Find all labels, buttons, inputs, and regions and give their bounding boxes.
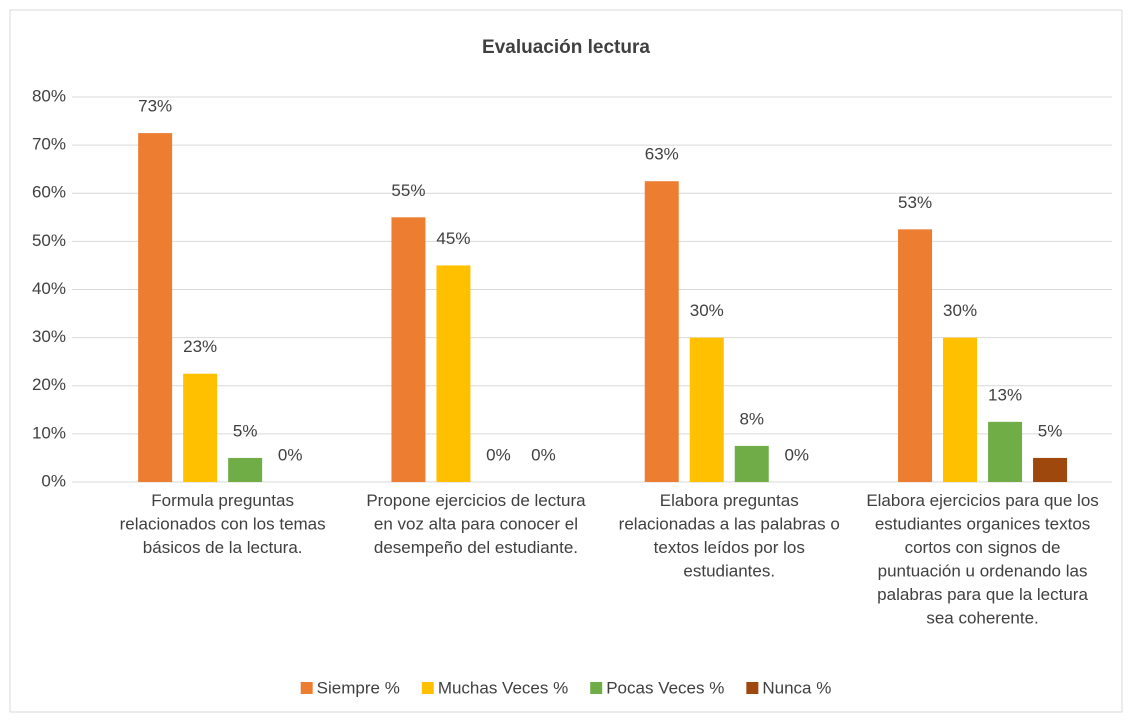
x-tick-label: Propone ejercicios de lectura en voz alta… [366, 491, 586, 557]
x-tick-label: Formula preguntas relacionados con los te… [120, 491, 326, 557]
data-label: 5% [1038, 421, 1063, 440]
legend-item: Nunca % [746, 678, 831, 697]
y-tick-label: 50% [32, 231, 66, 250]
data-label: 5% [233, 421, 258, 440]
bar [734, 445, 769, 482]
bar [644, 181, 679, 482]
data-label: 55% [391, 181, 425, 200]
data-label: 0% [486, 445, 511, 464]
bar [898, 229, 933, 482]
legend-label: Pocas Veces % [606, 678, 724, 697]
legend-item: Siempre % [300, 678, 400, 697]
data-label: 0% [784, 445, 809, 464]
data-label: 30% [943, 301, 977, 320]
label-line: en voz alta para conocer el [374, 515, 578, 534]
legend-swatch [590, 682, 603, 694]
label-line: Elabora preguntas [660, 491, 799, 510]
label-line: estudiantes organices textos [875, 515, 1090, 534]
data-label: 45% [436, 229, 470, 248]
bar [436, 265, 471, 482]
legend-swatch [746, 682, 759, 694]
chart-border [9, 9, 1123, 713]
legend-swatch [300, 682, 313, 694]
bar [391, 217, 426, 482]
label-line: palabras para que la lectura [877, 585, 1088, 604]
label-line: Propone ejercicios de lectura [366, 491, 586, 510]
legend-swatch [421, 682, 434, 694]
label-line: relacionados con los temas [120, 515, 326, 534]
bar [228, 457, 263, 482]
label-line: puntuación u ordenando las [878, 562, 1088, 581]
bar [138, 133, 173, 482]
legend-item: Pocas Veces % [590, 678, 724, 697]
y-tick-label: 0% [41, 471, 66, 490]
y-tick-label: 70% [32, 135, 66, 154]
label-line: relacionadas a las palabras o [619, 515, 840, 534]
label-line: Elabora ejercicios para que los [866, 491, 1098, 510]
x-tick-label: Elabora ejercicios para que los estudiant… [866, 491, 1098, 628]
legend-label: Nunca % [762, 678, 831, 697]
bar [943, 337, 978, 482]
legend-label: Siempre % [317, 678, 400, 697]
y-tick-label: 10% [32, 423, 66, 442]
y-tick-label: 30% [32, 327, 66, 346]
x-tick-label: Elabora preguntas relacionadas a las pala… [619, 491, 840, 581]
data-label: 30% [690, 301, 724, 320]
label-line: textos leídos por los [654, 538, 805, 557]
data-label: 8% [739, 409, 764, 428]
bar [183, 373, 218, 482]
y-tick-label: 20% [32, 375, 66, 394]
y-tick-label: 40% [32, 279, 66, 298]
label-line: estudiantes. [683, 562, 775, 581]
legend-item: Muchas Veces % [421, 678, 568, 697]
data-label: 63% [645, 145, 679, 164]
bar [988, 421, 1023, 482]
label-line: sea coherente. [926, 609, 1038, 628]
data-label: 53% [898, 193, 932, 212]
data-label: 23% [183, 337, 217, 356]
legend-label: Muchas Veces % [438, 678, 568, 697]
label-line: desempeño del estudiante. [374, 538, 578, 557]
label-line: básicos de la lectura. [143, 538, 303, 557]
chart-title: Evaluación lectura [482, 37, 650, 58]
label-line: cortos con signos de [905, 538, 1061, 557]
data-label: 0% [531, 445, 556, 464]
data-label: 13% [988, 385, 1022, 404]
data-label: 73% [138, 97, 172, 116]
data-label: 0% [278, 445, 303, 464]
bar [689, 337, 724, 482]
bar [1033, 457, 1068, 482]
y-tick-label: 80% [32, 86, 66, 105]
y-tick-label: 60% [32, 183, 66, 202]
label-line: Formula preguntas [151, 491, 294, 510]
